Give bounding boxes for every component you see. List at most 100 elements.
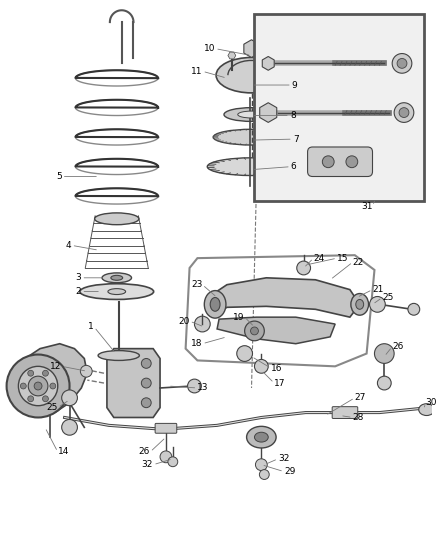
Circle shape (141, 398, 151, 408)
Circle shape (346, 156, 358, 168)
Text: 1: 1 (88, 322, 94, 332)
Circle shape (80, 365, 92, 377)
Bar (111, 353, 127, 398)
Polygon shape (107, 349, 160, 417)
Ellipse shape (204, 290, 226, 318)
Text: 27: 27 (355, 393, 366, 402)
Ellipse shape (102, 273, 131, 282)
Circle shape (297, 261, 311, 275)
Polygon shape (217, 317, 335, 344)
Circle shape (141, 359, 151, 368)
Circle shape (399, 108, 409, 117)
Circle shape (18, 366, 58, 406)
Text: 12: 12 (50, 362, 62, 371)
Circle shape (194, 316, 210, 332)
Circle shape (322, 156, 334, 168)
Polygon shape (244, 40, 259, 58)
Circle shape (28, 370, 34, 376)
Text: 25: 25 (46, 403, 58, 412)
Circle shape (392, 53, 412, 73)
Bar (254, 14, 424, 201)
Text: 2: 2 (76, 287, 81, 296)
Ellipse shape (356, 300, 364, 309)
Ellipse shape (419, 403, 434, 416)
Ellipse shape (210, 297, 220, 311)
Circle shape (20, 383, 26, 389)
Circle shape (62, 390, 78, 406)
Ellipse shape (111, 276, 123, 280)
Circle shape (374, 344, 394, 364)
Text: 7: 7 (293, 135, 299, 143)
Circle shape (7, 354, 70, 417)
Text: 3: 3 (76, 273, 81, 282)
Circle shape (394, 103, 414, 123)
Text: 30: 30 (426, 398, 437, 407)
Text: 16: 16 (271, 364, 283, 373)
Ellipse shape (224, 108, 279, 122)
Circle shape (254, 359, 268, 373)
Ellipse shape (80, 284, 154, 300)
Ellipse shape (213, 130, 290, 145)
Text: 21: 21 (372, 285, 384, 294)
Text: 18: 18 (191, 339, 202, 348)
Circle shape (42, 370, 49, 376)
Circle shape (160, 451, 172, 463)
Polygon shape (228, 52, 236, 59)
Text: 19: 19 (233, 313, 245, 321)
Text: 15: 15 (337, 254, 349, 263)
FancyBboxPatch shape (307, 147, 372, 176)
Text: 29: 29 (284, 467, 295, 476)
Circle shape (245, 321, 264, 341)
Circle shape (42, 396, 49, 402)
Text: 23: 23 (191, 280, 202, 289)
Text: 10: 10 (204, 44, 215, 53)
Ellipse shape (351, 294, 368, 315)
Text: 26: 26 (392, 342, 403, 351)
Ellipse shape (247, 426, 276, 448)
Text: 13: 13 (198, 383, 209, 392)
Ellipse shape (108, 289, 126, 295)
Text: 25: 25 (382, 293, 394, 302)
Circle shape (28, 376, 48, 396)
Text: 8: 8 (290, 111, 296, 120)
Ellipse shape (95, 213, 139, 225)
Text: 14: 14 (58, 447, 69, 456)
Polygon shape (262, 56, 274, 70)
FancyBboxPatch shape (332, 407, 358, 418)
Polygon shape (212, 278, 360, 317)
Circle shape (237, 346, 252, 361)
FancyBboxPatch shape (155, 423, 177, 433)
Text: 6: 6 (291, 162, 297, 171)
Circle shape (255, 459, 267, 471)
Text: 28: 28 (353, 413, 364, 422)
Text: 9: 9 (292, 80, 297, 90)
Circle shape (408, 303, 420, 315)
Circle shape (28, 396, 34, 402)
Ellipse shape (216, 58, 287, 93)
Circle shape (370, 296, 385, 312)
Circle shape (141, 378, 151, 388)
Text: 26: 26 (139, 447, 150, 456)
Text: 5: 5 (56, 172, 62, 181)
Text: 32: 32 (278, 454, 290, 463)
Polygon shape (13, 344, 87, 413)
Circle shape (259, 470, 269, 480)
Text: 24: 24 (314, 254, 325, 263)
Circle shape (34, 382, 42, 390)
Ellipse shape (238, 111, 265, 118)
Text: 32: 32 (142, 460, 153, 469)
Text: 20: 20 (178, 317, 190, 326)
Text: 4: 4 (66, 241, 71, 250)
Text: 22: 22 (353, 257, 364, 266)
Circle shape (50, 383, 56, 389)
Circle shape (378, 376, 391, 390)
Ellipse shape (254, 432, 268, 442)
Circle shape (187, 379, 201, 393)
Circle shape (397, 59, 407, 68)
Ellipse shape (207, 158, 296, 175)
Polygon shape (260, 103, 277, 123)
Text: 17: 17 (274, 378, 286, 387)
Circle shape (251, 327, 258, 335)
Circle shape (62, 419, 78, 435)
Text: 31: 31 (361, 201, 372, 211)
